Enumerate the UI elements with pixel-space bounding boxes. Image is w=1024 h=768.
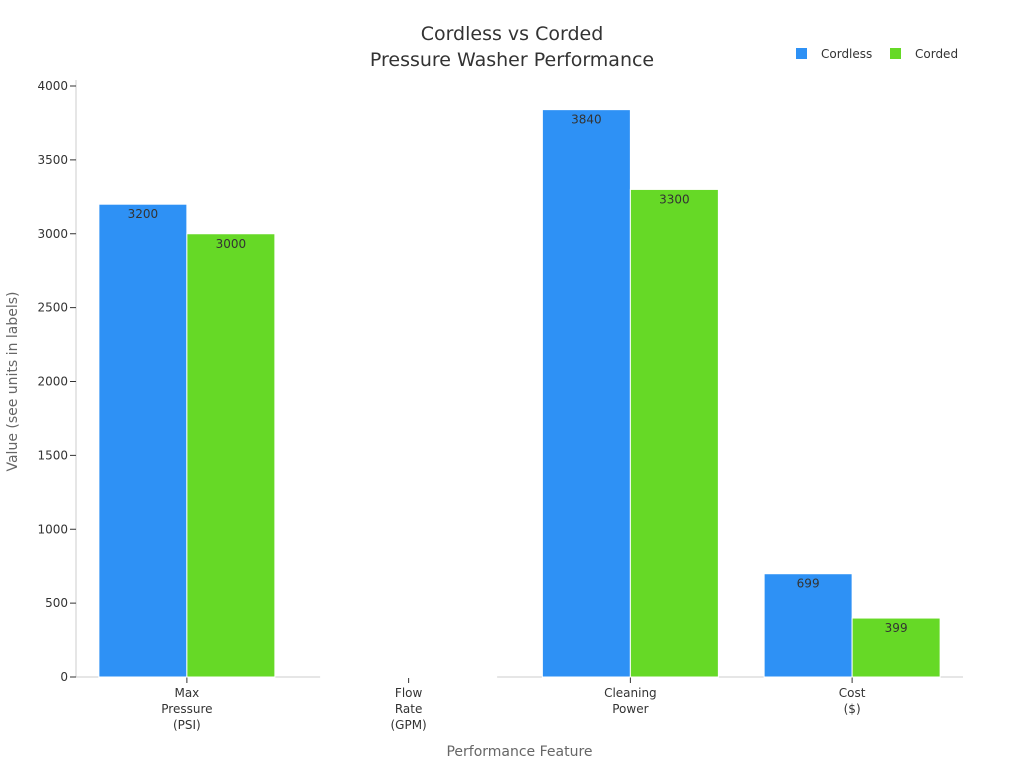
- y-tick-label: 2500: [37, 301, 68, 315]
- legend-swatch: [890, 48, 901, 59]
- legend-item-corded[interactable]: Corded: [890, 47, 958, 61]
- x-tick-label-line: Power: [612, 702, 648, 716]
- chart-title-line-1: Cordless vs Corded: [421, 23, 604, 45]
- data-label: 3840: [571, 113, 602, 127]
- x-tick-label: Cleaning Power: [604, 686, 657, 716]
- x-tick-label: Max Pressure (PSI): [161, 686, 212, 732]
- x-tick-label-line: Cleaning: [604, 686, 657, 700]
- bar-cordless-1[interactable]: [320, 676, 410, 678]
- bars: [98, 109, 941, 678]
- legend-swatch: [796, 48, 807, 59]
- y-tick-label: 1000: [37, 522, 68, 536]
- bar-corded-2[interactable]: [629, 188, 719, 678]
- y-tick-label: 3500: [37, 153, 68, 167]
- x-tick-label-line: (PSI): [173, 718, 201, 732]
- bar-corded-1[interactable]: [408, 676, 498, 678]
- x-tick-label-line: Cost: [839, 686, 866, 700]
- x-tick-label-line: Pressure: [161, 702, 212, 716]
- data-label: 3200: [128, 207, 159, 221]
- x-tick-label: Cost ($): [839, 686, 866, 716]
- data-label: 3300: [659, 192, 690, 206]
- y-tick-label: 3000: [37, 227, 68, 241]
- x-tick-label-line: Rate: [395, 702, 423, 716]
- data-label: 3000: [216, 237, 247, 251]
- data-label: 699: [797, 577, 820, 591]
- legend: Cordless Corded: [796, 47, 958, 61]
- axes: 0 500 1000 1500 2000 2500 3000 3500 4000 Max Press…: [5, 79, 963, 760]
- y-tick-label: 4000: [37, 79, 68, 93]
- y-tick-label: 500: [45, 596, 68, 610]
- legend-label: Cordless: [821, 47, 872, 61]
- x-tick-label-line: Flow: [395, 686, 423, 700]
- chart-title: Cordless vs Corded Pressure Washer Perfor…: [370, 23, 654, 71]
- bar-corded-3[interactable]: [851, 617, 941, 678]
- x-tick-label-line: (GPM): [390, 718, 426, 732]
- bar-cordless-3[interactable]: [763, 573, 853, 678]
- legend-label: Corded: [915, 47, 958, 61]
- x-tick-label-line: Max: [174, 686, 199, 700]
- bar-cordless-0[interactable]: [98, 203, 188, 678]
- x-tick-label: Flow Rate (GPM): [390, 686, 426, 732]
- x-tick-label-line: ($): [844, 702, 861, 716]
- chart-title-line-2: Pressure Washer Performance: [370, 49, 654, 71]
- y-axis-title: Value (see units in labels): [5, 291, 21, 471]
- y-tick-label: 2000: [37, 375, 68, 389]
- y-tick-label: 1500: [37, 448, 68, 462]
- legend-item-cordless[interactable]: Cordless: [796, 47, 872, 61]
- bar-cordless-2[interactable]: [541, 109, 631, 678]
- bar-corded-0[interactable]: [186, 233, 276, 678]
- data-labels: 3200 3840 699 3000 3300 399: [128, 113, 908, 635]
- y-tick-label: 0: [60, 670, 68, 684]
- data-label: 399: [885, 621, 908, 635]
- x-axis-title: Performance Feature: [446, 744, 592, 760]
